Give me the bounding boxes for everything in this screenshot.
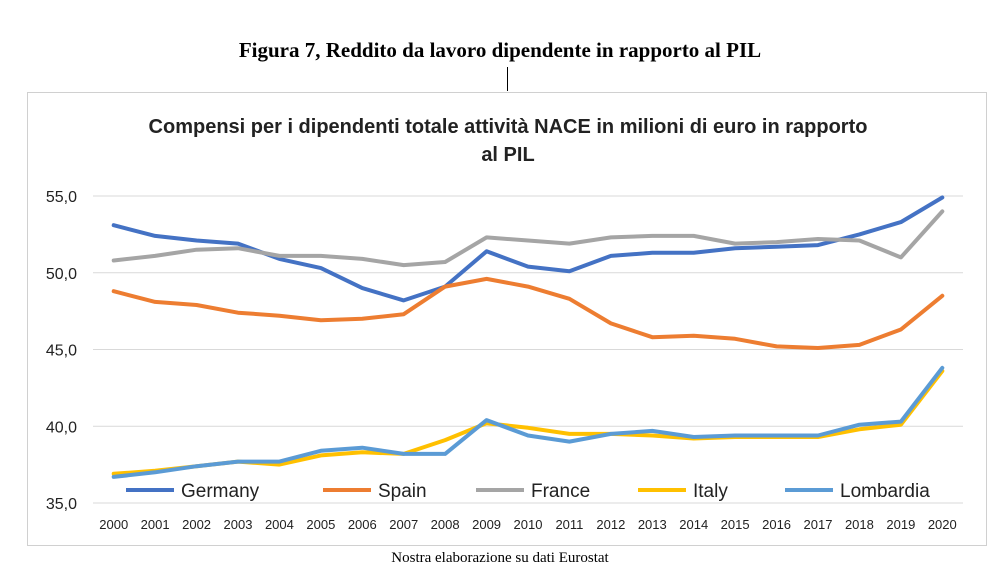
series-line-spain — [111, 276, 945, 350]
x-tick-label: 2010 — [514, 517, 543, 532]
y-tick-label: 35,0 — [46, 496, 77, 513]
y-tick-label: 55,0 — [46, 189, 77, 206]
figure-title: Figura 7, Reddito da lavoro dipendente i… — [238, 38, 762, 62]
legend-label-italy: Italy — [693, 481, 728, 502]
x-tick-label: 2016 — [762, 517, 791, 532]
legend-label-spain: Spain — [378, 481, 427, 502]
legend: Germany Spain France Italy Lombardia — [126, 481, 930, 502]
x-tick-label: 2013 — [638, 517, 667, 532]
x-tick-label: 2004 — [265, 517, 294, 532]
x-tick-label: 2003 — [224, 517, 253, 532]
x-tick-label: 2011 — [555, 517, 583, 532]
legend-label-germany: Germany — [181, 481, 260, 502]
x-tick-label: 2005 — [306, 517, 335, 532]
x-tick-label: 2000 — [99, 517, 128, 532]
y-tick-label: 45,0 — [46, 343, 77, 360]
x-tick-label: 2006 — [348, 517, 377, 532]
x-tick-label: 2007 — [389, 517, 418, 532]
x-tick-label: 2008 — [431, 517, 460, 532]
legend-label-lombardia: Lombardia — [840, 481, 930, 502]
series-line-lombardia — [111, 365, 945, 479]
x-tick-label: 2018 — [845, 517, 874, 532]
series-lines — [111, 195, 945, 479]
x-axis-ticks: 2000 2001 2002 2003 2004 2005 2006 2007 2008 2009… — [99, 517, 956, 532]
series-line-germany — [111, 195, 945, 303]
y-axis-ticks: 35,0 40,0 45,0 50,0 55,0 — [46, 189, 77, 513]
legend-label-france: France — [531, 481, 590, 502]
x-tick-label: 2001 — [141, 517, 170, 532]
chart-area: Compensi per i dipendenti totale attivit… — [27, 92, 987, 546]
chart-title-line-2: al PIL — [481, 144, 534, 166]
x-tick-label: 2002 — [182, 517, 211, 532]
x-tick-label: 2020 — [928, 517, 957, 532]
source-note: Nostra elaborazione su dati Eurostat — [391, 550, 609, 566]
x-tick-label: 2012 — [596, 517, 625, 532]
y-tick-label: 50,0 — [46, 266, 77, 283]
x-tick-label: 2009 — [472, 517, 501, 532]
series-line-italy — [111, 369, 945, 476]
series-line-france — [111, 209, 945, 268]
x-tick-label: 2014 — [679, 517, 708, 532]
line-chart: Compensi per i dipendenti totale attivit… — [46, 116, 963, 532]
gridlines — [93, 195, 963, 504]
title-marker — [507, 67, 508, 91]
chart-title-line-1: Compensi per i dipendenti totale attivit… — [149, 116, 868, 138]
x-tick-label: 2015 — [721, 517, 750, 532]
y-tick-label: 40,0 — [46, 419, 77, 436]
x-tick-label: 2019 — [886, 517, 915, 532]
x-tick-label: 2017 — [804, 517, 833, 532]
